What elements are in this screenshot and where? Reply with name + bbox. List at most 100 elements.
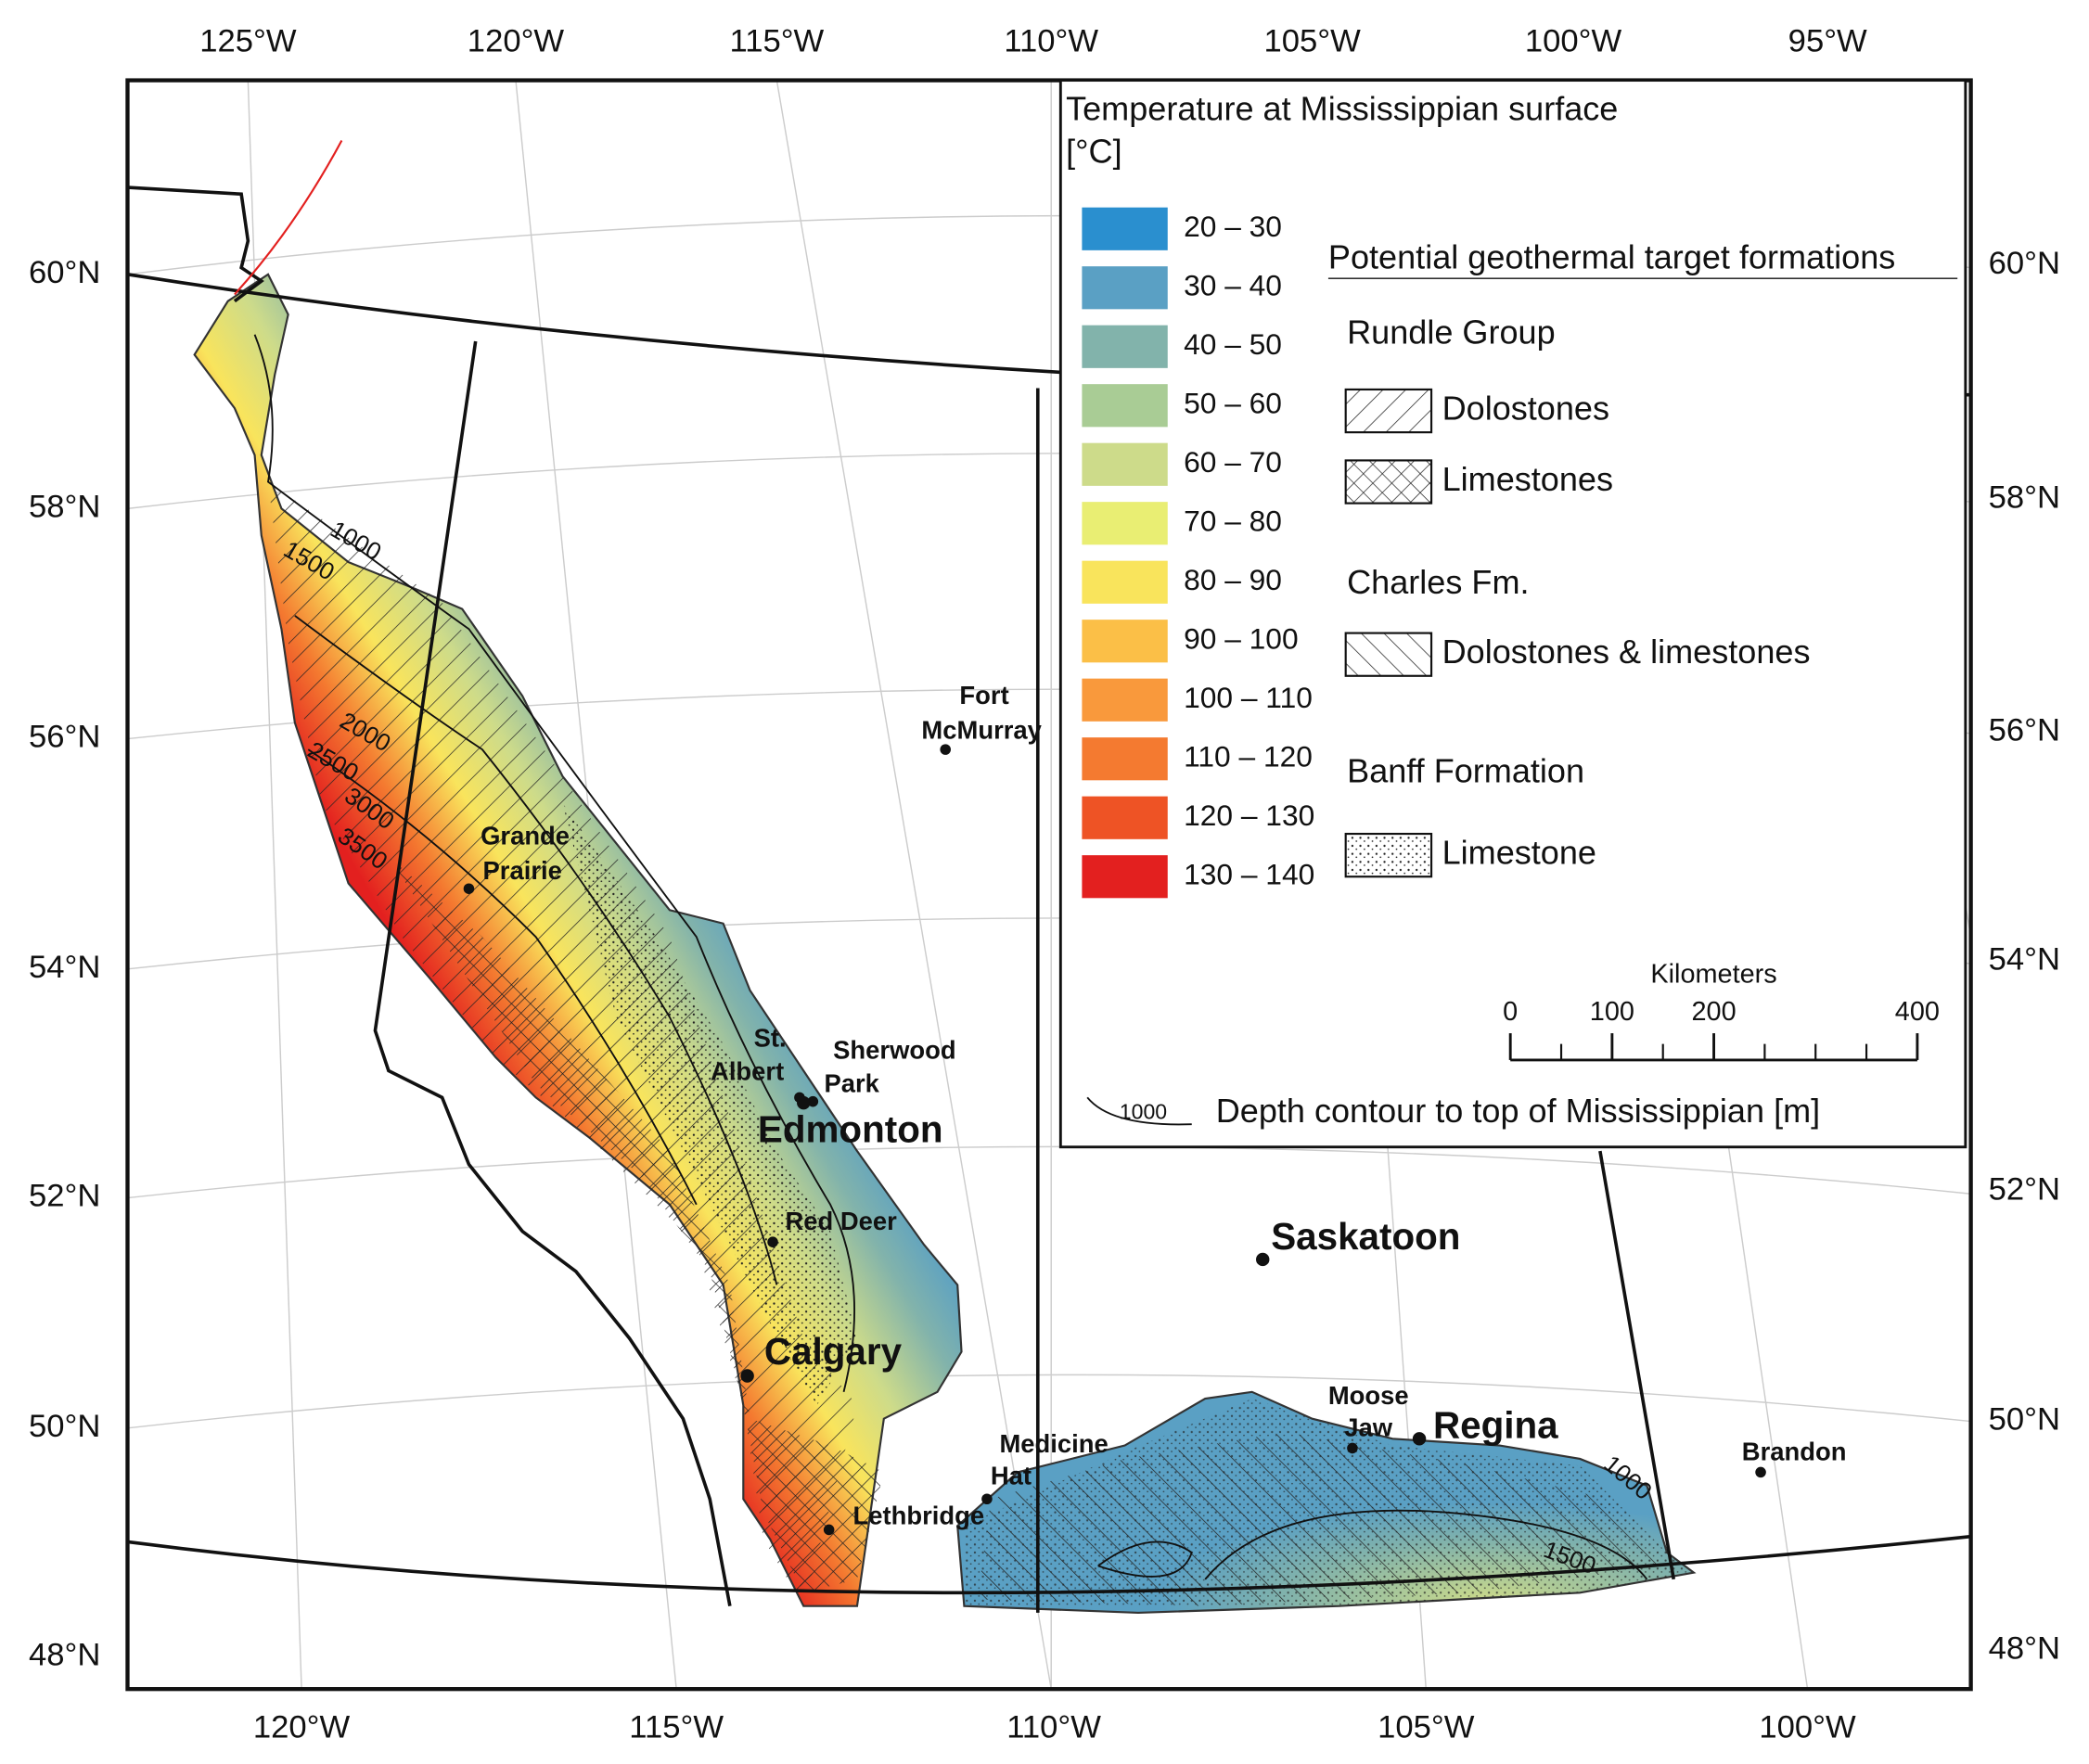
legend-label: 80 – 90	[1184, 563, 1282, 596]
city-label: Calgary	[764, 1330, 903, 1373]
legend-swatch	[1082, 442, 1168, 486]
city-dot	[1256, 1252, 1270, 1267]
legend-title: [°C]	[1066, 132, 1122, 170]
right-axis-label: 54°N	[1989, 941, 2060, 977]
bottom-axis-label: 120°W	[253, 1710, 351, 1745]
left-axis-label: 48°N	[29, 1638, 100, 1673]
city-label: Moose	[1328, 1381, 1409, 1410]
group-name: Rundle Group	[1347, 313, 1556, 351]
map-frame	[125, 78, 1973, 1692]
contour-legend-label: Depth contour to top of Mississippian [m…	[1216, 1092, 1820, 1130]
formations-title: Potential geothermal target formations	[1328, 237, 1895, 275]
city-label: Prairie	[483, 856, 562, 885]
legend-label: 60 – 70	[1184, 445, 1282, 479]
axis-labels: 125°W 120°W 115°W 110°W 105°W 100°W 95°W 120°W 1…	[29, 23, 2060, 1745]
top-axis-label: 125°W	[199, 23, 297, 58]
banff-dots	[562, 802, 857, 1406]
bc-border	[127, 185, 264, 303]
city-dot	[940, 744, 951, 755]
right-axis-label: 52°N	[1989, 1171, 2060, 1207]
legend-swatch	[1082, 737, 1168, 781]
left-axis-label: 54°N	[29, 950, 100, 985]
legend-swatch	[1082, 678, 1168, 722]
legend-swatch	[1082, 560, 1168, 604]
legend-label: 30 – 40	[1184, 269, 1282, 302]
rundle-cross	[388, 856, 884, 1593]
left-axis-label: 58°N	[29, 490, 100, 525]
contour-sample	[1086, 1096, 1192, 1126]
province-borders	[127, 273, 1971, 1613]
city-label: Sherwood	[833, 1036, 955, 1065]
legend-swatch	[1082, 207, 1168, 250]
group-name: Banff Formation	[1347, 752, 1584, 790]
city-label: Hat	[991, 1461, 1032, 1489]
right-axis-label: 48°N	[1989, 1630, 2060, 1666]
legend-label: 90 – 100	[1184, 622, 1299, 656]
right-axis-label: 58°N	[1989, 479, 2060, 515]
scale-tick-label: 400	[1895, 997, 1940, 1027]
right-axis-label: 50°N	[1989, 1402, 2060, 1438]
legend-swatch	[1082, 325, 1168, 368]
city-dot	[1347, 1442, 1358, 1454]
city-label: Park	[824, 1069, 879, 1098]
us-border	[127, 1534, 1971, 1595]
pattern-swatch	[1344, 459, 1433, 505]
legend-swatch	[1082, 796, 1168, 839]
scale-tick-label: 0	[1503, 997, 1518, 1027]
deformation-front	[234, 140, 343, 296]
city-label: Albert	[711, 1057, 784, 1086]
city-label: Grande	[481, 822, 570, 850]
city-label: Regina	[1433, 1403, 1558, 1446]
legend-swatch	[1082, 384, 1168, 428]
legend: Temperature at Mississippian surface [°C]…	[1058, 79, 1967, 1149]
legend-swatch	[1082, 266, 1168, 310]
sask-dots	[964, 1399, 1694, 1606]
legend-label: 130 – 140	[1184, 858, 1314, 891]
bottom-axis-label: 115°W	[629, 1710, 724, 1745]
city-label: Edmonton	[758, 1108, 943, 1151]
city-label: Jaw	[1344, 1412, 1392, 1441]
top-axis-label: 105°W	[1263, 23, 1361, 58]
pattern-label: Dolostones	[1442, 390, 1609, 428]
top-axis-label: 100°W	[1525, 23, 1622, 58]
city-label: Red Deer	[785, 1207, 897, 1235]
left-axis-label: 60°N	[29, 255, 100, 290]
group-name: Charles Fm.	[1347, 563, 1529, 601]
city-dot	[981, 1493, 993, 1505]
city-label: Saskatoon	[1271, 1215, 1460, 1258]
bottom-axis-label: 100°W	[1759, 1710, 1856, 1745]
legend-swatch	[1082, 620, 1168, 663]
city-dot	[1412, 1432, 1427, 1446]
city-dot	[767, 1236, 778, 1247]
legend-label: 120 – 130	[1184, 799, 1314, 832]
pattern-label: Limestones	[1442, 460, 1613, 498]
legend-title: Temperature at Mississippian surface	[1066, 89, 1618, 127]
city-dot	[807, 1095, 819, 1107]
city-label: Medicine	[999, 1429, 1108, 1458]
city-label: Fort	[959, 681, 1008, 709]
legend-label: 40 – 50	[1184, 327, 1282, 361]
scale-tick-label: 200	[1691, 997, 1736, 1027]
legend-swatch	[1082, 502, 1168, 545]
city-label: Lethbridge	[853, 1502, 985, 1530]
bottom-axis-label: 105°W	[1378, 1710, 1475, 1745]
city-label: Brandon	[1742, 1437, 1847, 1465]
right-axis-label: 56°N	[1989, 713, 2060, 748]
legend-label: 20 – 30	[1184, 210, 1282, 243]
top-axis-label: 110°W	[1004, 23, 1098, 58]
bottom-axis-label: 110°W	[1006, 1710, 1101, 1745]
left-axis-label: 52°N	[29, 1179, 100, 1214]
top-axis-label: 120°W	[468, 23, 565, 58]
legend-box	[1058, 79, 1967, 1149]
pattern-swatch	[1344, 388, 1433, 434]
top-axis-label: 115°W	[730, 23, 825, 58]
top-axis-label: 95°W	[1788, 23, 1867, 58]
scale-tick-label: 100	[1590, 997, 1634, 1027]
left-axis-label: 56°N	[29, 720, 100, 755]
legend-label: 50 – 60	[1184, 387, 1282, 420]
city-label: McMurray	[921, 716, 1042, 745]
right-axis-label: 60°N	[1989, 246, 2060, 281]
city-label: St.	[754, 1024, 787, 1053]
city-dot	[463, 883, 475, 894]
